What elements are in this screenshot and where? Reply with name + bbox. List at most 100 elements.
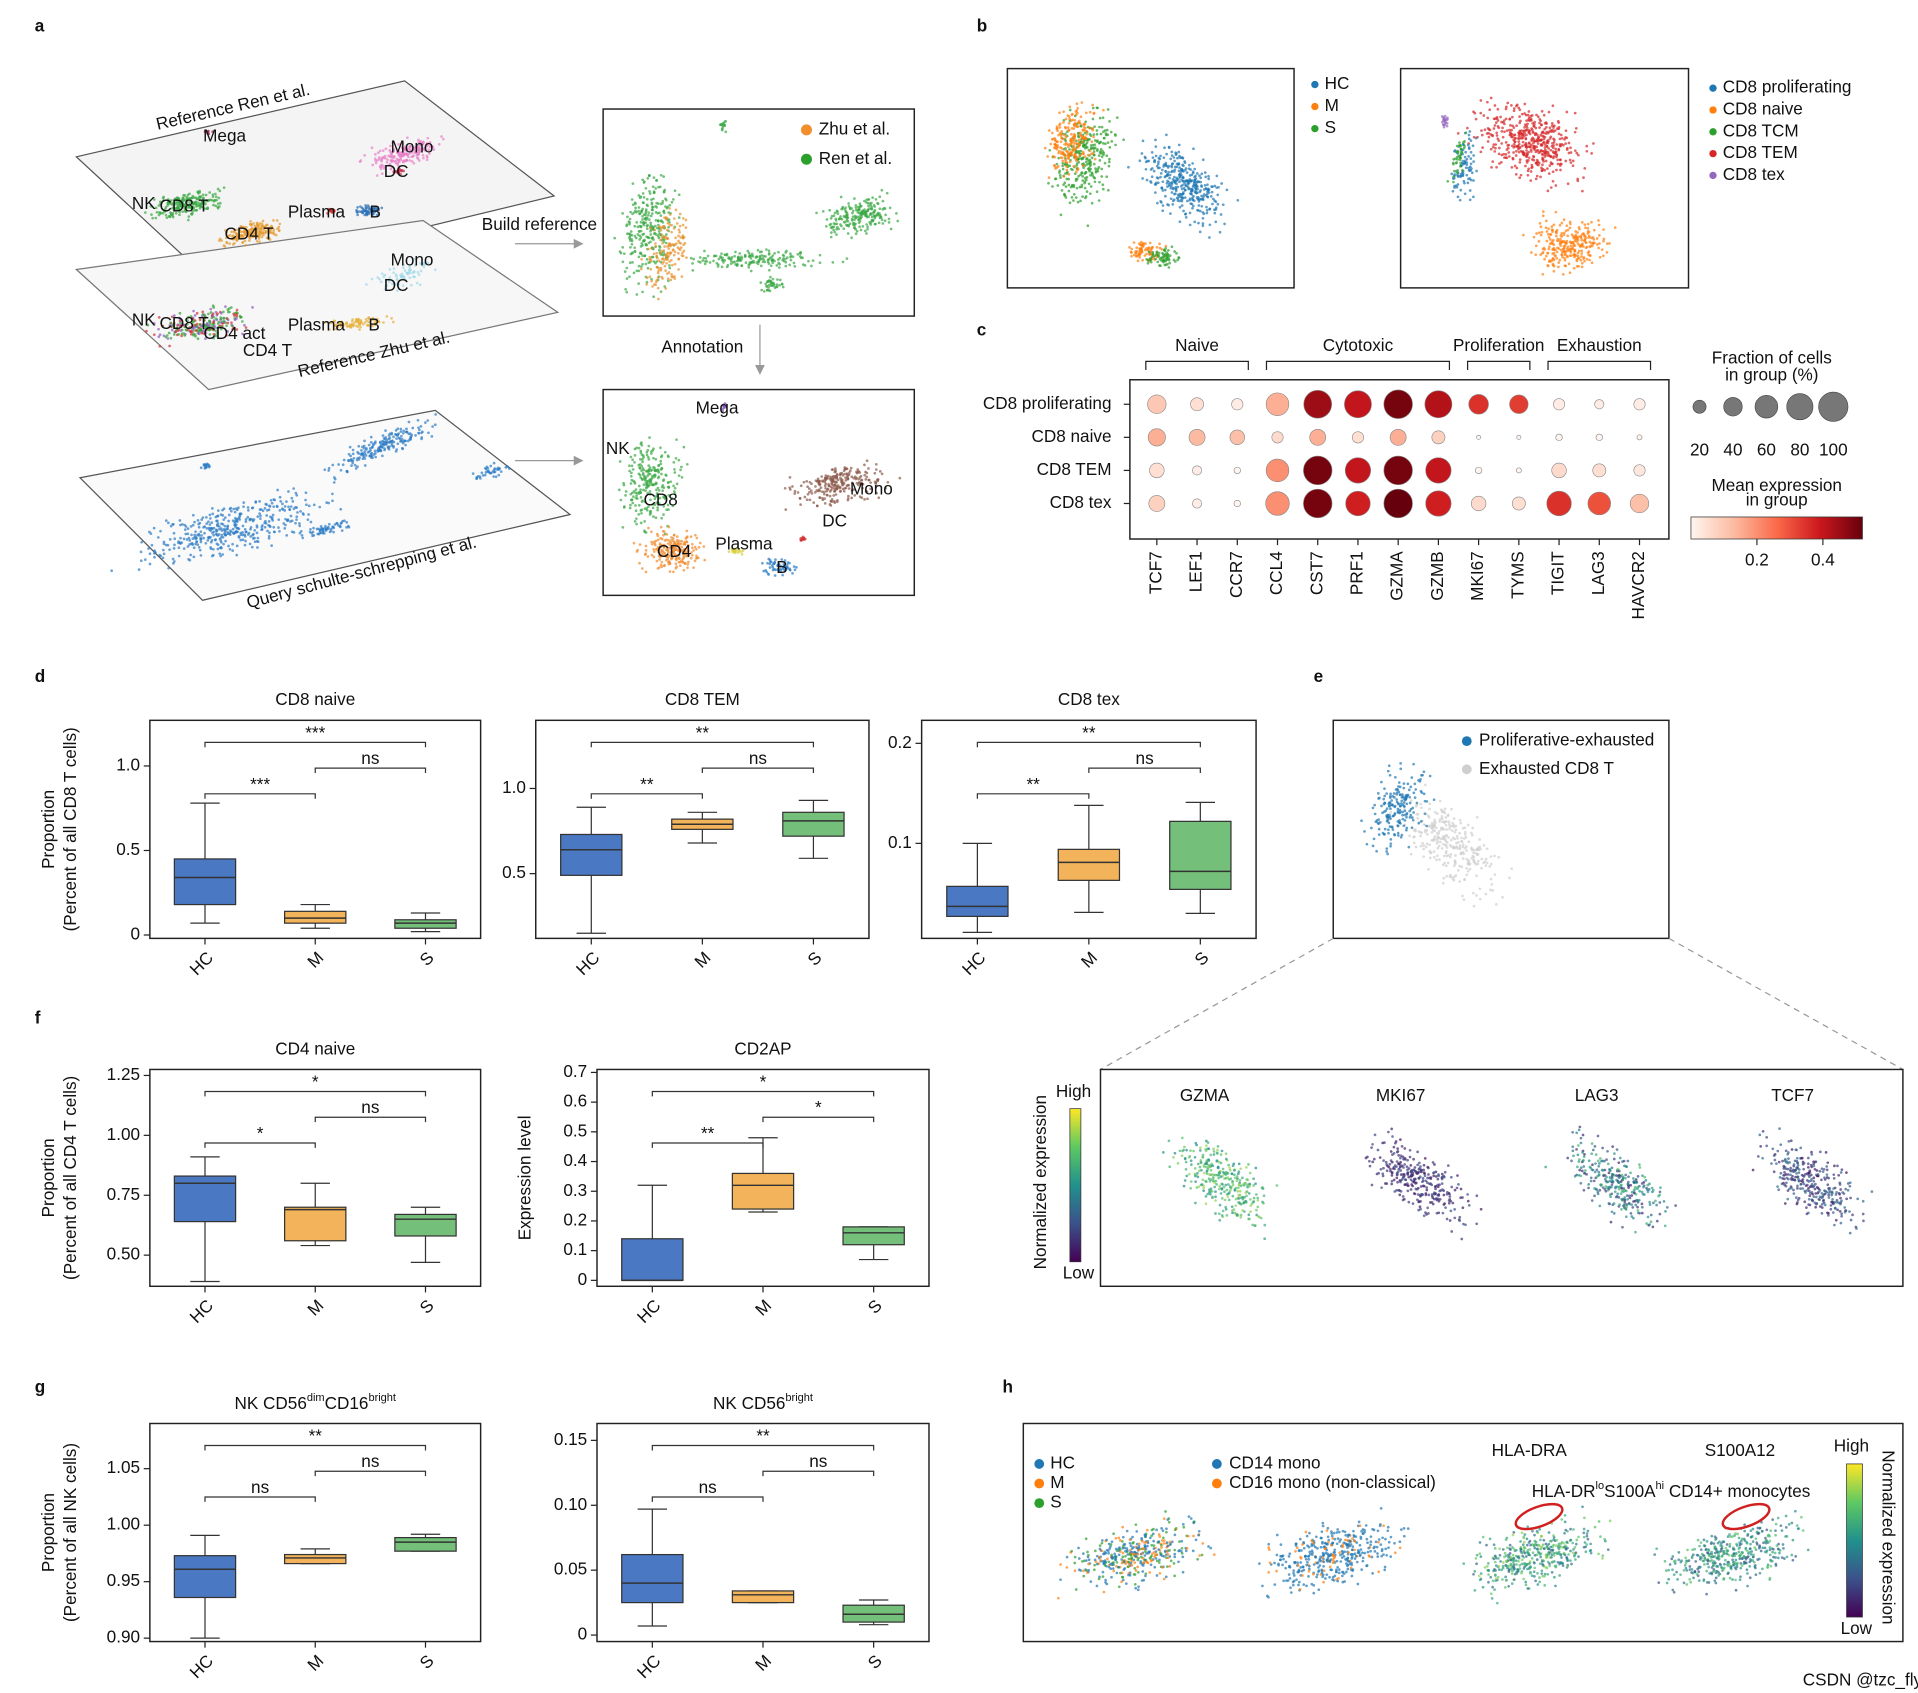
cell-point — [675, 438, 678, 442]
cell-point — [268, 238, 272, 241]
cell-point — [647, 173, 651, 177]
cell-point — [1163, 188, 1167, 192]
cell-point — [1059, 140, 1063, 144]
umap-frame — [602, 108, 916, 317]
cell-point — [162, 540, 166, 544]
cell-point — [1158, 242, 1161, 246]
cell-point — [690, 542, 694, 546]
cell-point — [241, 531, 244, 534]
cell-point — [244, 517, 248, 521]
cell-point — [208, 191, 211, 194]
cell-point — [860, 212, 864, 215]
cell-point — [208, 198, 211, 202]
cell-point — [647, 261, 651, 264]
cell-point — [331, 492, 334, 496]
cell-point — [169, 524, 173, 528]
cell-point — [659, 266, 663, 270]
cell-point — [640, 267, 643, 271]
cell-point — [165, 216, 169, 220]
cell-point — [1504, 141, 1508, 144]
cell-point — [1074, 157, 1078, 161]
cell-point — [202, 526, 205, 529]
cell-point — [171, 203, 174, 207]
cell-point — [704, 257, 708, 260]
cell-point — [207, 536, 211, 540]
cell-point — [1160, 247, 1164, 251]
cell-point — [1092, 162, 1096, 166]
cell-point — [1150, 175, 1154, 179]
cell-point — [677, 247, 681, 251]
cell-point — [375, 213, 379, 217]
cell-point — [887, 217, 891, 221]
cell-point — [243, 534, 247, 538]
cell-point — [768, 289, 772, 293]
cell-point — [288, 508, 291, 511]
cell-point — [1104, 142, 1107, 146]
cell-point — [362, 446, 366, 450]
cell-point — [1169, 157, 1173, 161]
cell-point — [155, 210, 159, 214]
cell-point — [670, 200, 674, 204]
cell-point — [264, 229, 268, 233]
cell-point — [651, 285, 654, 288]
cell-point — [1064, 185, 1068, 188]
cell-point — [645, 197, 649, 201]
panel-label: e — [1314, 666, 1324, 686]
cell-point — [1188, 198, 1192, 202]
cell-point — [669, 278, 673, 282]
cell-point — [1191, 206, 1194, 210]
cell-point — [419, 139, 422, 143]
cell-point — [1064, 135, 1068, 139]
cell-point — [1209, 195, 1213, 198]
cell-point — [1058, 173, 1062, 177]
cell-point — [1217, 185, 1220, 189]
cell-point — [1172, 156, 1176, 159]
cell-point — [1515, 103, 1519, 107]
cell-point — [182, 193, 186, 197]
cell-point — [867, 467, 870, 470]
cell-point — [809, 489, 813, 493]
cell-point — [638, 238, 641, 241]
cell-point — [489, 464, 493, 468]
cell-point — [1084, 171, 1088, 174]
cell-point — [641, 178, 645, 182]
cell-point — [695, 536, 699, 540]
cell-point — [298, 524, 302, 528]
cell-point — [681, 223, 685, 227]
cell-point — [216, 202, 220, 206]
cell-point — [295, 518, 298, 522]
cell-point — [780, 282, 784, 286]
cell-point — [1096, 148, 1099, 151]
cell-point — [672, 484, 675, 488]
cell-point — [204, 541, 208, 545]
cell-point — [169, 336, 173, 340]
cell-point — [1180, 204, 1184, 207]
cell-point — [679, 236, 683, 239]
cell-point — [1088, 149, 1092, 153]
cell-point — [691, 262, 694, 265]
cell-point — [272, 530, 276, 534]
cell-point — [227, 544, 230, 548]
cell-point — [364, 204, 367, 207]
cell-point — [214, 195, 218, 199]
cell-point — [840, 479, 844, 483]
cell-point — [690, 546, 694, 550]
cell-point — [846, 232, 850, 235]
cell-point — [1059, 132, 1063, 136]
cell-point — [1130, 247, 1134, 251]
cell-point — [168, 538, 172, 541]
cell-point — [885, 191, 889, 195]
cell-point — [767, 262, 771, 265]
cell-point — [1061, 164, 1064, 168]
cell-point — [683, 561, 687, 565]
cell-point — [664, 269, 667, 272]
cell-point — [763, 260, 767, 264]
cell-point — [811, 259, 815, 262]
umap-cloud — [217, 219, 282, 248]
cell-point — [634, 202, 637, 206]
cell-point — [1201, 224, 1205, 228]
cell-point — [265, 223, 269, 227]
cell-point — [663, 450, 667, 454]
cell-point — [388, 148, 391, 152]
cell-point — [415, 281, 419, 285]
